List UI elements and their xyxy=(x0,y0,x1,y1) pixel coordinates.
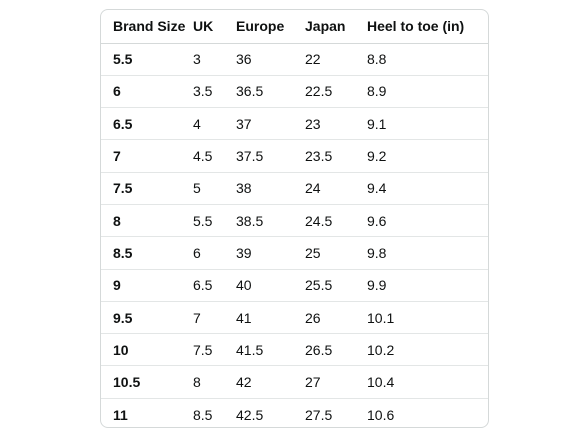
cell-uk: 8.5 xyxy=(193,406,213,423)
cell-uk: 5.5 xyxy=(193,212,213,229)
cell-uk: 8 xyxy=(193,374,201,391)
cell-japan: 22 xyxy=(305,51,321,68)
table-row: 7.5 5 38 24 9.4 xyxy=(101,172,488,205)
cell-japan: 25.5 xyxy=(305,277,333,294)
cell-uk: 7.5 xyxy=(193,341,213,358)
cell-japan: 27.5 xyxy=(305,406,333,423)
cell-uk: 6.5 xyxy=(193,277,213,294)
table-row: 9.5 7 41 26 10.1 xyxy=(101,301,488,334)
cell-japan: 24.5 xyxy=(305,212,333,229)
cell-brand-size: 7 xyxy=(113,148,121,165)
header-uk: UK xyxy=(193,10,236,44)
cell-brand-size: 9 xyxy=(113,277,121,294)
cell-uk: 3.5 xyxy=(193,83,213,100)
cell-japan: 27 xyxy=(305,374,321,391)
cell-heel-to-toe: 10.1 xyxy=(367,309,395,326)
cell-uk: 7 xyxy=(193,309,201,326)
cell-heel-to-toe: 9.1 xyxy=(367,115,387,132)
cell-europe: 38 xyxy=(236,180,252,197)
cell-brand-size: 8 xyxy=(113,212,121,229)
cell-heel-to-toe: 8.9 xyxy=(367,83,387,100)
cell-europe: 38.5 xyxy=(236,212,264,229)
size-chart-header: Brand Size UK Europe Japan Heel to toe (… xyxy=(101,10,488,44)
cell-uk: 4 xyxy=(193,115,201,132)
cell-uk: 5 xyxy=(193,180,201,197)
cell-japan: 23 xyxy=(305,115,321,132)
cell-europe: 41.5 xyxy=(236,341,264,358)
cell-europe: 36.5 xyxy=(236,83,264,100)
cell-brand-size: 9.5 xyxy=(113,309,133,326)
cell-heel-to-toe: 9.8 xyxy=(367,244,387,261)
cell-brand-size: 7.5 xyxy=(113,180,133,197)
cell-brand-size: 6.5 xyxy=(113,115,133,132)
cell-brand-size: 10 xyxy=(113,341,129,358)
table-row: 5.5 3 36 22 8.8 xyxy=(101,43,488,76)
size-chart-table: Brand Size UK Europe Japan Heel to toe (… xyxy=(101,10,488,427)
table-row: 6.5 4 37 23 9.1 xyxy=(101,108,488,140)
cell-heel-to-toe: 10.6 xyxy=(367,406,395,423)
size-chart-body: 5.5 3 36 22 8.8 6 3.5 36.5 22.5 8.9 6.5 4 37 23 9.1 7 4.… xyxy=(101,43,488,427)
cell-europe: 40 xyxy=(236,277,252,294)
table-row: 10.5 8 42 27 10.4 xyxy=(101,366,488,399)
cell-heel-to-toe: 8.8 xyxy=(367,51,387,68)
cell-heel-to-toe: 9.2 xyxy=(367,148,387,165)
cell-heel-to-toe: 9.4 xyxy=(367,180,387,197)
cell-japan: 25 xyxy=(305,244,321,261)
cell-japan: 24 xyxy=(305,180,321,197)
cell-japan: 26 xyxy=(305,309,321,326)
cell-europe: 42.5 xyxy=(236,406,264,423)
header-row: Brand Size UK Europe Japan Heel to toe (… xyxy=(101,10,488,44)
cell-brand-size: 11 xyxy=(113,406,128,423)
cell-brand-size: 5.5 xyxy=(113,51,133,68)
cell-heel-to-toe: 10.4 xyxy=(367,374,395,391)
table-row: 11 8.5 42.5 27.5 10.6 xyxy=(101,398,488,427)
cell-europe: 39 xyxy=(236,244,252,261)
cell-europe: 37.5 xyxy=(236,148,264,165)
cell-uk: 4.5 xyxy=(193,148,213,165)
cell-europe: 42 xyxy=(236,374,252,391)
cell-brand-size: 8.5 xyxy=(113,244,133,261)
table-row: 8.5 6 39 25 9.8 xyxy=(101,237,488,270)
table-row: 6 3.5 36.5 22.5 8.9 xyxy=(101,75,488,108)
table-row: 8 5.5 38.5 24.5 9.6 xyxy=(101,204,488,237)
header-heel-to-toe: Heel to toe (in) xyxy=(367,10,488,44)
cell-europe: 41 xyxy=(236,309,252,326)
size-chart-table-card: Brand Size UK Europe Japan Heel to toe (… xyxy=(100,9,489,428)
cell-uk: 6 xyxy=(193,244,201,261)
cell-heel-to-toe: 9.9 xyxy=(367,277,387,294)
cell-japan: 26.5 xyxy=(305,341,333,358)
cell-europe: 37 xyxy=(236,115,252,132)
cell-europe: 36 xyxy=(236,51,252,68)
cell-japan: 23.5 xyxy=(305,148,333,165)
table-row: 9 6.5 40 25.5 9.9 xyxy=(101,269,488,302)
cell-brand-size: 10.5 xyxy=(113,374,141,391)
cell-heel-to-toe: 9.6 xyxy=(367,212,387,229)
cell-brand-size: 6 xyxy=(113,83,121,100)
table-row: 10 7.5 41.5 26.5 10.2 xyxy=(101,334,488,366)
header-brand-size: Brand Size xyxy=(101,10,193,44)
cell-uk: 3 xyxy=(193,51,201,68)
header-japan: Japan xyxy=(305,10,367,44)
cell-heel-to-toe: 10.2 xyxy=(367,341,395,358)
cell-japan: 22.5 xyxy=(305,83,333,100)
table-row: 7 4.5 37.5 23.5 9.2 xyxy=(101,140,488,173)
header-europe: Europe xyxy=(236,10,305,44)
